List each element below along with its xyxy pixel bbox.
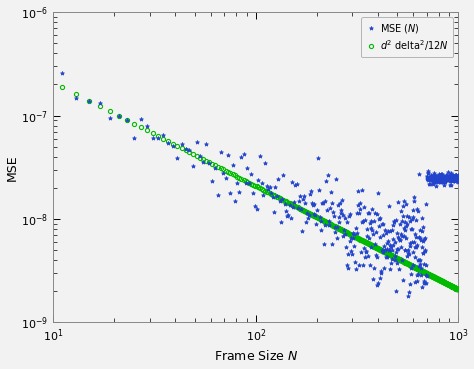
X-axis label: Frame Size $N$: Frame Size $N$ xyxy=(213,349,298,363)
MSE ($N$) xyxy=(404,221,410,226)
MSE ($N$) xyxy=(455,179,461,184)
$d^2$ delta$^2$/12$N$ xyxy=(316,216,322,221)
$d^2$ delta$^2$/12$N$ xyxy=(426,272,431,276)
$d^2$ delta$^2$/12$N$ xyxy=(304,210,310,214)
$d^2$ delta$^2$/12$N$ xyxy=(404,261,410,266)
Legend: MSE ($N$), $d^2$ delta$^2$/12$N$: MSE ($N$), $d^2$ delta$^2$/12$N$ xyxy=(361,17,453,58)
MSE ($N$) xyxy=(304,210,310,215)
Line: $d^2$ delta$^2$/12$N$: $d^2$ delta$^2$/12$N$ xyxy=(60,85,460,292)
$d^2$ delta$^2$/12$N$ xyxy=(455,287,461,292)
MSE ($N$) xyxy=(261,193,266,197)
MSE ($N$) xyxy=(426,176,431,180)
$d^2$ delta$^2$/12$N$ xyxy=(450,284,456,289)
Y-axis label: MSE: MSE xyxy=(6,154,18,180)
MSE ($N$) xyxy=(450,173,456,177)
$d^2$ delta$^2$/12$N$ xyxy=(261,188,266,192)
MSE ($N$) xyxy=(405,294,411,299)
$d^2$ delta$^2$/12$N$ xyxy=(59,85,64,89)
MSE ($N$) xyxy=(59,71,64,75)
MSE ($N$) xyxy=(316,187,322,192)
Line: MSE ($N$): MSE ($N$) xyxy=(60,71,460,298)
